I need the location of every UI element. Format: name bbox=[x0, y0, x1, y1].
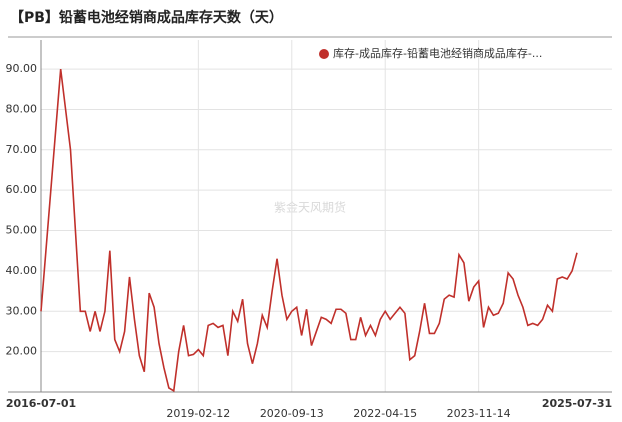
legend-label: 库存-成品库存-铅蓄电池经销商成品库存-... bbox=[333, 46, 542, 60]
legend-marker bbox=[319, 49, 329, 59]
x-tick-label: 2025-07-31 bbox=[542, 397, 612, 410]
y-tick-label: 20.00 bbox=[6, 345, 38, 358]
x-tick-label: 2022-04-15 bbox=[353, 407, 417, 420]
chart-title: 【PB】铅蓄电池经销商成品库存天数（天） bbox=[10, 9, 283, 26]
x-tick-label: 2020-09-13 bbox=[260, 407, 324, 420]
y-tick-label: 40.00 bbox=[6, 264, 38, 277]
y-tick-label: 60.00 bbox=[6, 183, 38, 196]
y-tick-label: 90.00 bbox=[6, 62, 38, 75]
y-tick-label: 30.00 bbox=[6, 304, 38, 317]
watermark: 紫金天风期货 bbox=[274, 200, 346, 215]
y-tick-label: 50.00 bbox=[6, 224, 38, 237]
data-line bbox=[40, 68, 578, 393]
x-tick-label: 2019-02-12 bbox=[166, 407, 230, 420]
y-tick-label: 80.00 bbox=[6, 102, 38, 115]
x-tick-label: 2023-11-14 bbox=[447, 407, 511, 420]
y-tick-label: 70.00 bbox=[6, 143, 38, 156]
x-tick-label: 2016-07-01 bbox=[6, 397, 76, 410]
